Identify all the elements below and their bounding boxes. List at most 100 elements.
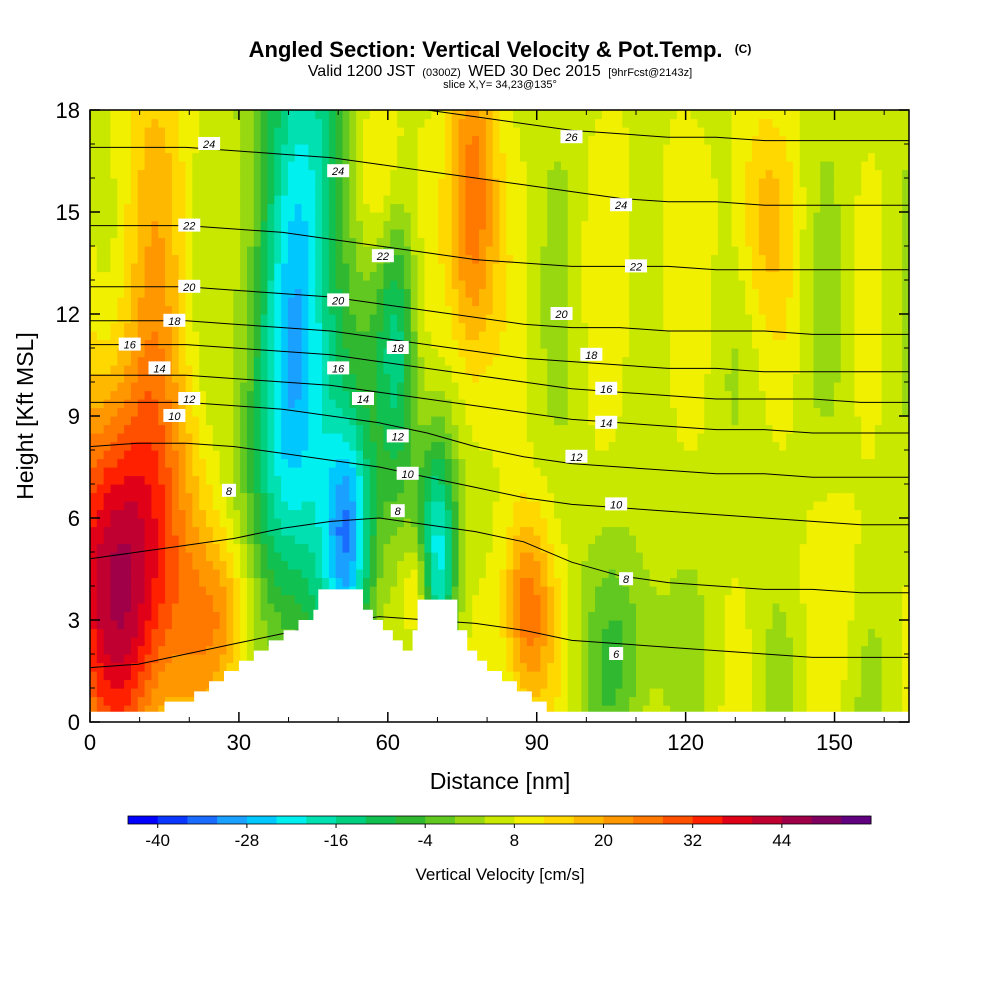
velocity-cell (472, 518, 480, 528)
velocity-cell (185, 144, 193, 154)
velocity-cell (444, 144, 453, 154)
velocity-cell (281, 127, 289, 137)
velocity-cell (199, 356, 207, 366)
velocity-cell (130, 110, 139, 120)
velocity-cell (403, 263, 412, 273)
velocity-cell (137, 526, 146, 536)
velocity-cell (192, 654, 200, 664)
velocity-cell (403, 441, 412, 451)
velocity-cell (376, 526, 385, 536)
velocity-cell (383, 543, 391, 553)
velocity-cell (137, 696, 146, 706)
velocity-cell (178, 662, 187, 672)
velocity-cell (492, 305, 501, 315)
velocity-cell (513, 518, 521, 528)
velocity-cell (199, 339, 207, 349)
velocity-cell (526, 246, 535, 256)
velocity-cell (506, 526, 514, 536)
velocity-cell (103, 373, 112, 383)
velocity-cell (158, 195, 166, 205)
velocity-cell (369, 535, 378, 545)
velocity-cell (103, 314, 112, 324)
velocity-cell (472, 484, 480, 494)
velocity-cell (137, 569, 146, 579)
velocity-cell (212, 458, 221, 468)
velocity-cell (547, 416, 555, 426)
velocity-cell (451, 433, 460, 443)
velocity-cell (513, 535, 521, 545)
velocity-cell (335, 543, 344, 553)
velocity-cell (540, 577, 548, 587)
velocity-cell (137, 518, 146, 528)
velocity-cell (322, 118, 330, 128)
velocity-cell (281, 297, 289, 307)
velocity-cell (369, 373, 378, 383)
velocity-cell (206, 169, 214, 179)
velocity-cell (458, 246, 466, 256)
velocity-cell (342, 314, 350, 324)
velocity-cell (219, 611, 228, 621)
velocity-cell (506, 186, 514, 196)
velocity-cell (410, 611, 419, 621)
velocity-cell (185, 246, 193, 256)
velocity-cell (526, 501, 535, 511)
velocity-cell (451, 297, 460, 307)
velocity-cell (260, 237, 269, 247)
velocity-cell (233, 212, 241, 222)
velocity-cell (130, 509, 139, 519)
velocity-cell (540, 458, 548, 468)
velocity-cell (356, 441, 364, 451)
velocity-cell (274, 280, 282, 290)
velocity-cell (137, 348, 146, 358)
velocity-cell (328, 186, 337, 196)
velocity-cell (472, 365, 480, 375)
velocity-cell (458, 492, 466, 502)
velocity-cell (96, 237, 105, 247)
velocity-cell (438, 543, 446, 553)
velocity-cell (110, 654, 118, 664)
velocity-cell (472, 246, 480, 256)
velocity-cell (451, 237, 460, 247)
velocity-cell (506, 246, 514, 256)
velocity-cell (369, 203, 378, 213)
velocity-cell (158, 331, 166, 341)
velocity-cell (246, 144, 255, 154)
velocity-cell (199, 263, 207, 273)
velocity-cell (363, 118, 371, 128)
velocity-cell (178, 611, 187, 621)
velocity-cell (403, 229, 412, 239)
velocity-cell (519, 118, 528, 128)
velocity-cell (185, 433, 193, 443)
velocity-cell (369, 611, 378, 621)
velocity-cell (151, 450, 159, 460)
velocity-cell (465, 577, 473, 587)
velocity-cell (424, 569, 432, 579)
velocity-cell (90, 492, 98, 502)
velocity-cell (253, 603, 262, 613)
velocity-cell (479, 195, 487, 205)
velocity-cell (322, 161, 330, 171)
velocity-cell (301, 569, 309, 579)
velocity-cell (274, 365, 282, 375)
velocity-cell (253, 373, 262, 383)
velocity-cell (369, 271, 378, 281)
velocity-cell (226, 594, 234, 604)
velocity-cell (158, 110, 166, 120)
velocity-cell (356, 501, 364, 511)
velocity-cell (144, 560, 153, 570)
velocity-cell (253, 390, 262, 400)
velocity-cell (513, 501, 521, 511)
velocity-cell (417, 237, 426, 247)
velocity-cell (376, 441, 385, 451)
velocity-cell (144, 509, 153, 519)
velocity-cell (246, 560, 255, 570)
velocity-cell (560, 696, 569, 706)
velocity-cell (144, 620, 153, 630)
velocity-cell (294, 458, 303, 468)
velocity-cell (499, 110, 507, 120)
velocity-cell (363, 229, 371, 239)
velocity-cell (465, 356, 473, 366)
velocity-cell (144, 535, 153, 545)
velocity-cell (472, 280, 480, 290)
velocity-cell (363, 484, 371, 494)
